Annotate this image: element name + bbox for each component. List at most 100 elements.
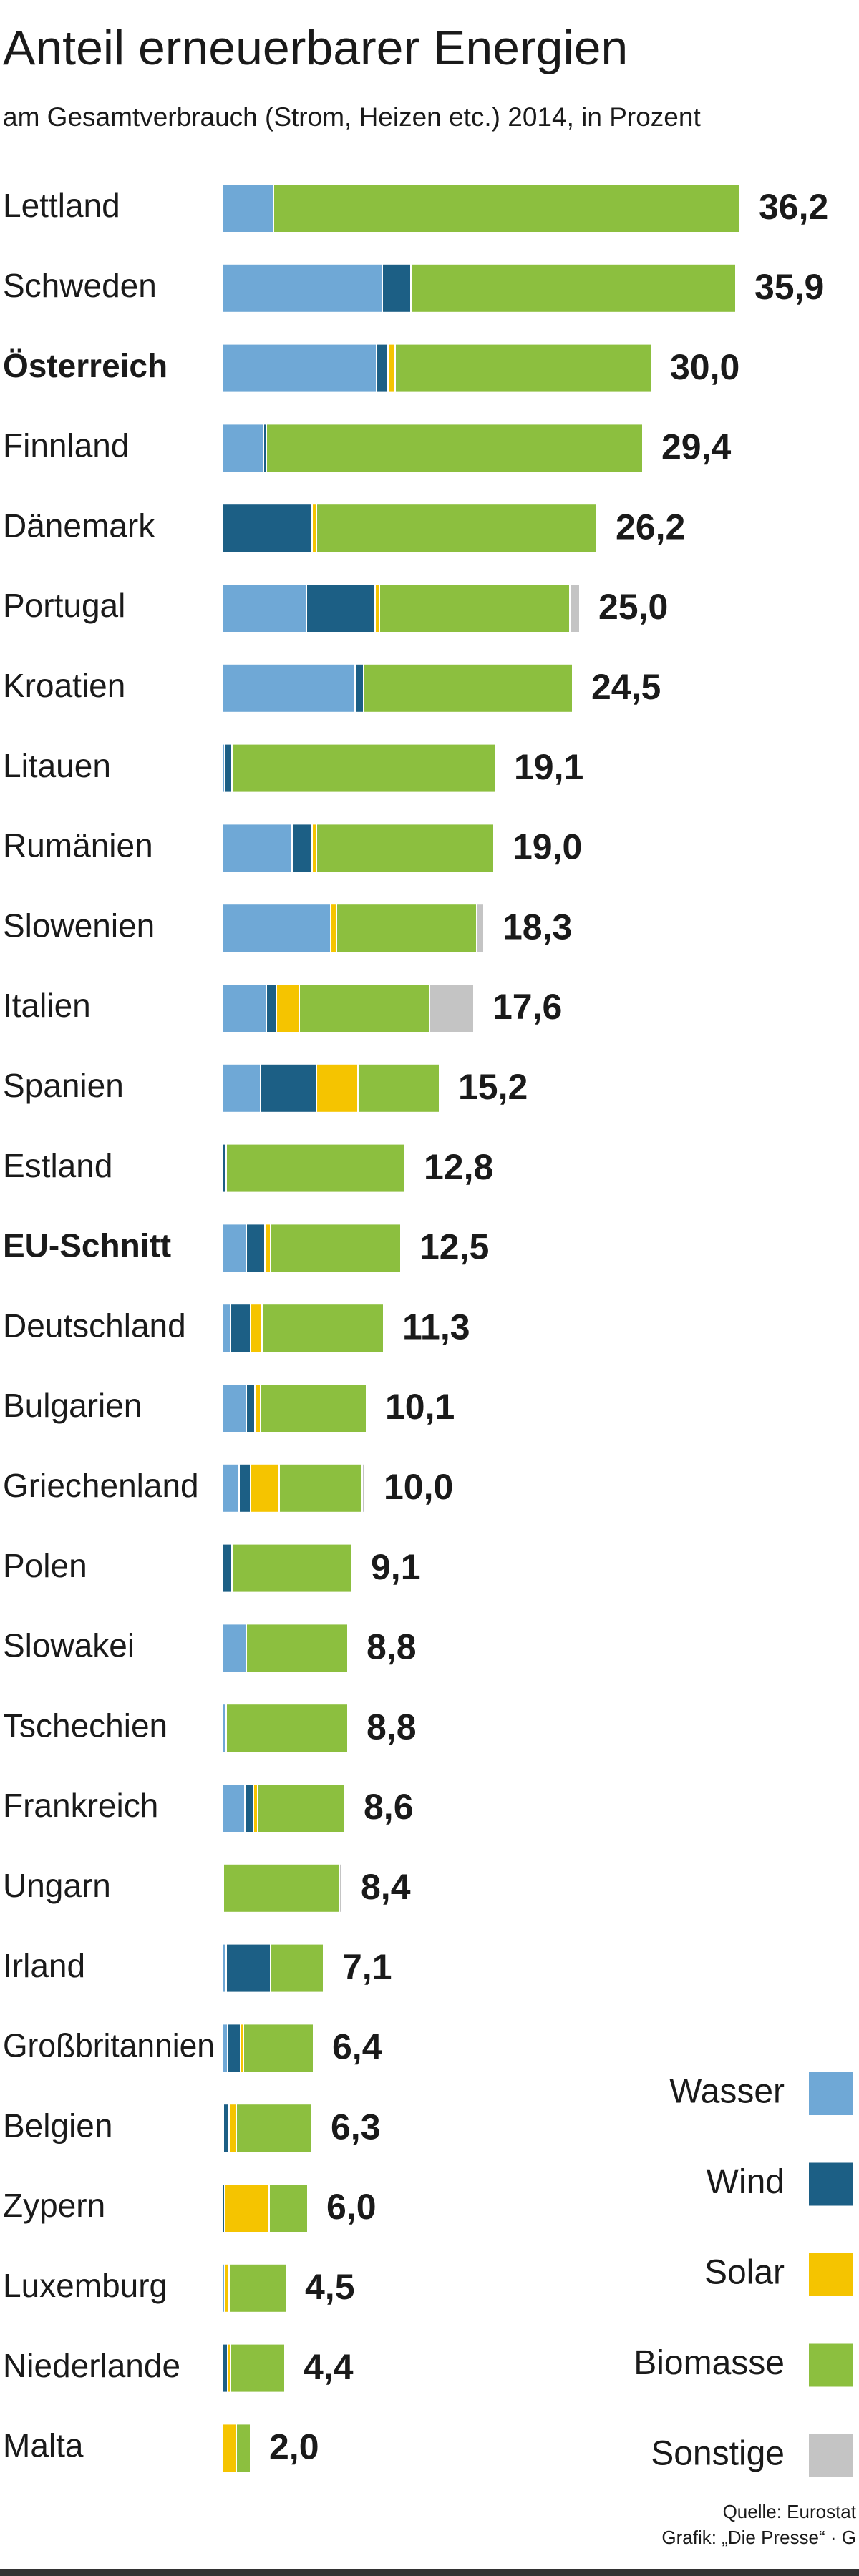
bar-segment [221,343,377,394]
credit-note: Grafik: „Die Presse“ · G [661,2527,856,2548]
bar-segment [227,2023,241,2074]
bar-segment [236,2103,313,2154]
bar-segment [244,1783,254,1833]
bar-segment [228,2103,237,2154]
legend-swatch [809,2434,853,2477]
bar-segment [264,1223,271,1274]
bar-segment [224,743,233,794]
bar-segment [221,2023,228,2074]
bar-segment [221,1463,240,1513]
category-label: Malta [3,2427,84,2464]
bar-segment [221,583,307,633]
bar-segment [316,1063,359,1113]
category-label: Finnland [3,427,129,464]
bar-segment [357,1063,440,1113]
total-label: 8,4 [361,1867,411,1907]
category-label: Polen [3,1547,87,1584]
bar-segment [221,903,331,954]
bar-segment [221,1783,246,1833]
total-label: 4,4 [304,2347,354,2387]
bar-segment [299,983,430,1033]
category-label: Lettland [3,187,120,224]
bar-segment [221,1063,261,1113]
legend-label: Wind [707,2163,785,2201]
total-label: 6,3 [331,2107,381,2147]
bar-segment [379,583,571,633]
bar-segment [257,1783,346,1833]
bar-segment [221,2343,228,2394]
category-label: Slowakei [3,1627,135,1664]
bar-segment [363,663,573,713]
bar-segment [236,2423,251,2474]
bar-segment [306,583,376,633]
bar-segment [394,343,652,394]
bar-segment [221,2423,237,2474]
bar-segment [339,1863,343,1913]
total-label: 19,0 [513,827,582,867]
total-label: 11,3 [402,1307,470,1347]
bar-segment [316,823,495,874]
bar-segment [268,2183,309,2233]
bar-segment [221,1303,231,1354]
category-label: Griechenland [3,1467,199,1504]
legend-swatch [809,2072,853,2115]
total-label: 10,1 [385,1387,455,1427]
bar-segment [569,583,581,633]
legend-swatch [809,2162,853,2206]
bar-segment [429,983,475,1033]
category-label: Dänemark [3,507,155,544]
bar-segment [221,1623,247,1674]
total-label: 4,5 [305,2267,355,2307]
bar-segment [246,1623,349,1674]
bar-segment [238,1463,251,1513]
category-label: Zypern [3,2187,105,2224]
bar-segment [224,2183,270,2233]
category-label: Luxemburg [3,2267,168,2304]
category-label: Schweden [3,267,157,304]
bar-segment [221,263,383,313]
bar-segment [361,1463,366,1513]
total-label: 8,8 [367,1707,417,1747]
category-label: Österreich [3,347,168,384]
bar-segment [266,423,644,474]
bar-segment [231,743,496,794]
bar-segment [270,1223,402,1274]
category-label: Niederlande [3,2347,180,2384]
bar-segment [223,1863,340,1913]
category-label: Litauen [3,747,111,784]
category-label: Frankreich [3,1787,158,1824]
bar-segment [254,1383,261,1433]
bottom-rule [0,2569,859,2576]
category-label: Belgien [3,2107,112,2144]
category-label: Ungarn [3,1867,111,1904]
bar-segment [266,983,277,1033]
total-label: 6,0 [326,2187,377,2227]
total-label: 24,5 [591,667,661,707]
category-label: Bulgarien [3,1387,142,1424]
bar-segment [387,343,396,394]
bar-segment [250,1463,280,1513]
total-label: 12,5 [419,1227,489,1267]
bar-segment [330,903,337,954]
bar-segment [243,2023,314,2074]
total-label: 29,4 [661,427,732,467]
bar-segment [221,983,267,1033]
legend-label: Biomasse [634,2344,785,2382]
legend-swatch [809,2253,853,2296]
bar-segment [228,2263,287,2313]
category-label: EU-Schnitt [3,1227,171,1264]
total-label: 10,0 [384,1467,453,1507]
category-label: Tschechien [3,1707,168,1744]
total-label: 6,4 [332,2027,382,2067]
bar-segment [336,903,477,954]
bar-segment [221,1383,247,1433]
total-label: 9,1 [371,1547,421,1587]
bar-segment [410,263,737,313]
bar-segment [230,1303,251,1354]
bar-segment [273,183,741,233]
category-label: Italien [3,987,91,1024]
bar-segment [250,1303,263,1354]
category-label: Kroatien [3,667,125,704]
bar-segment [221,663,356,713]
